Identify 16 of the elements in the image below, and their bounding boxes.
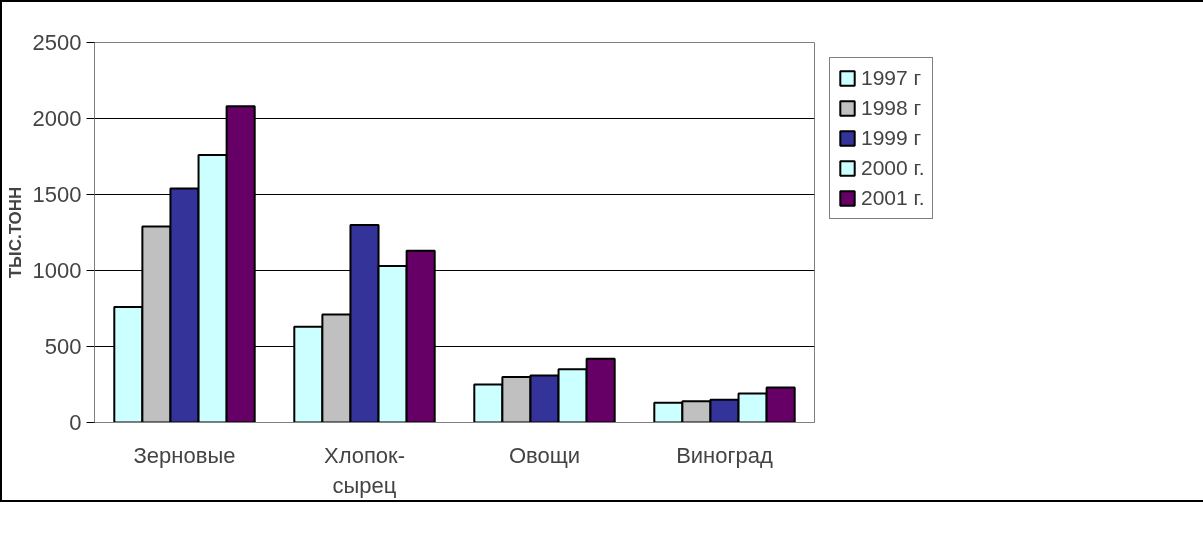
legend-label: 2000 г. xyxy=(861,156,925,180)
legend-label: 1998 г xyxy=(861,96,922,120)
legend-label: 2001 г. xyxy=(861,186,925,210)
legend-label: 1997 г xyxy=(861,66,922,90)
x-tick-label: Виноград xyxy=(676,442,773,468)
y-tick-label: 1000 xyxy=(32,258,82,283)
x-tick-label: Хлопок- сырец xyxy=(323,442,406,498)
y-tick-label: 500 xyxy=(44,334,82,359)
y-tick-label: 2000 xyxy=(32,106,82,131)
y-tick-label: 2500 xyxy=(32,30,82,55)
x-tick-label: Зерновые xyxy=(133,442,236,468)
legend-label: 1999 г xyxy=(861,126,922,150)
y-tick-label: 0 xyxy=(69,410,82,435)
y-tick-label: 1500 xyxy=(32,182,82,207)
x-tick-label: Овощи xyxy=(508,442,581,468)
y-axis-title: ТЫС.ТОНН xyxy=(5,186,25,279)
